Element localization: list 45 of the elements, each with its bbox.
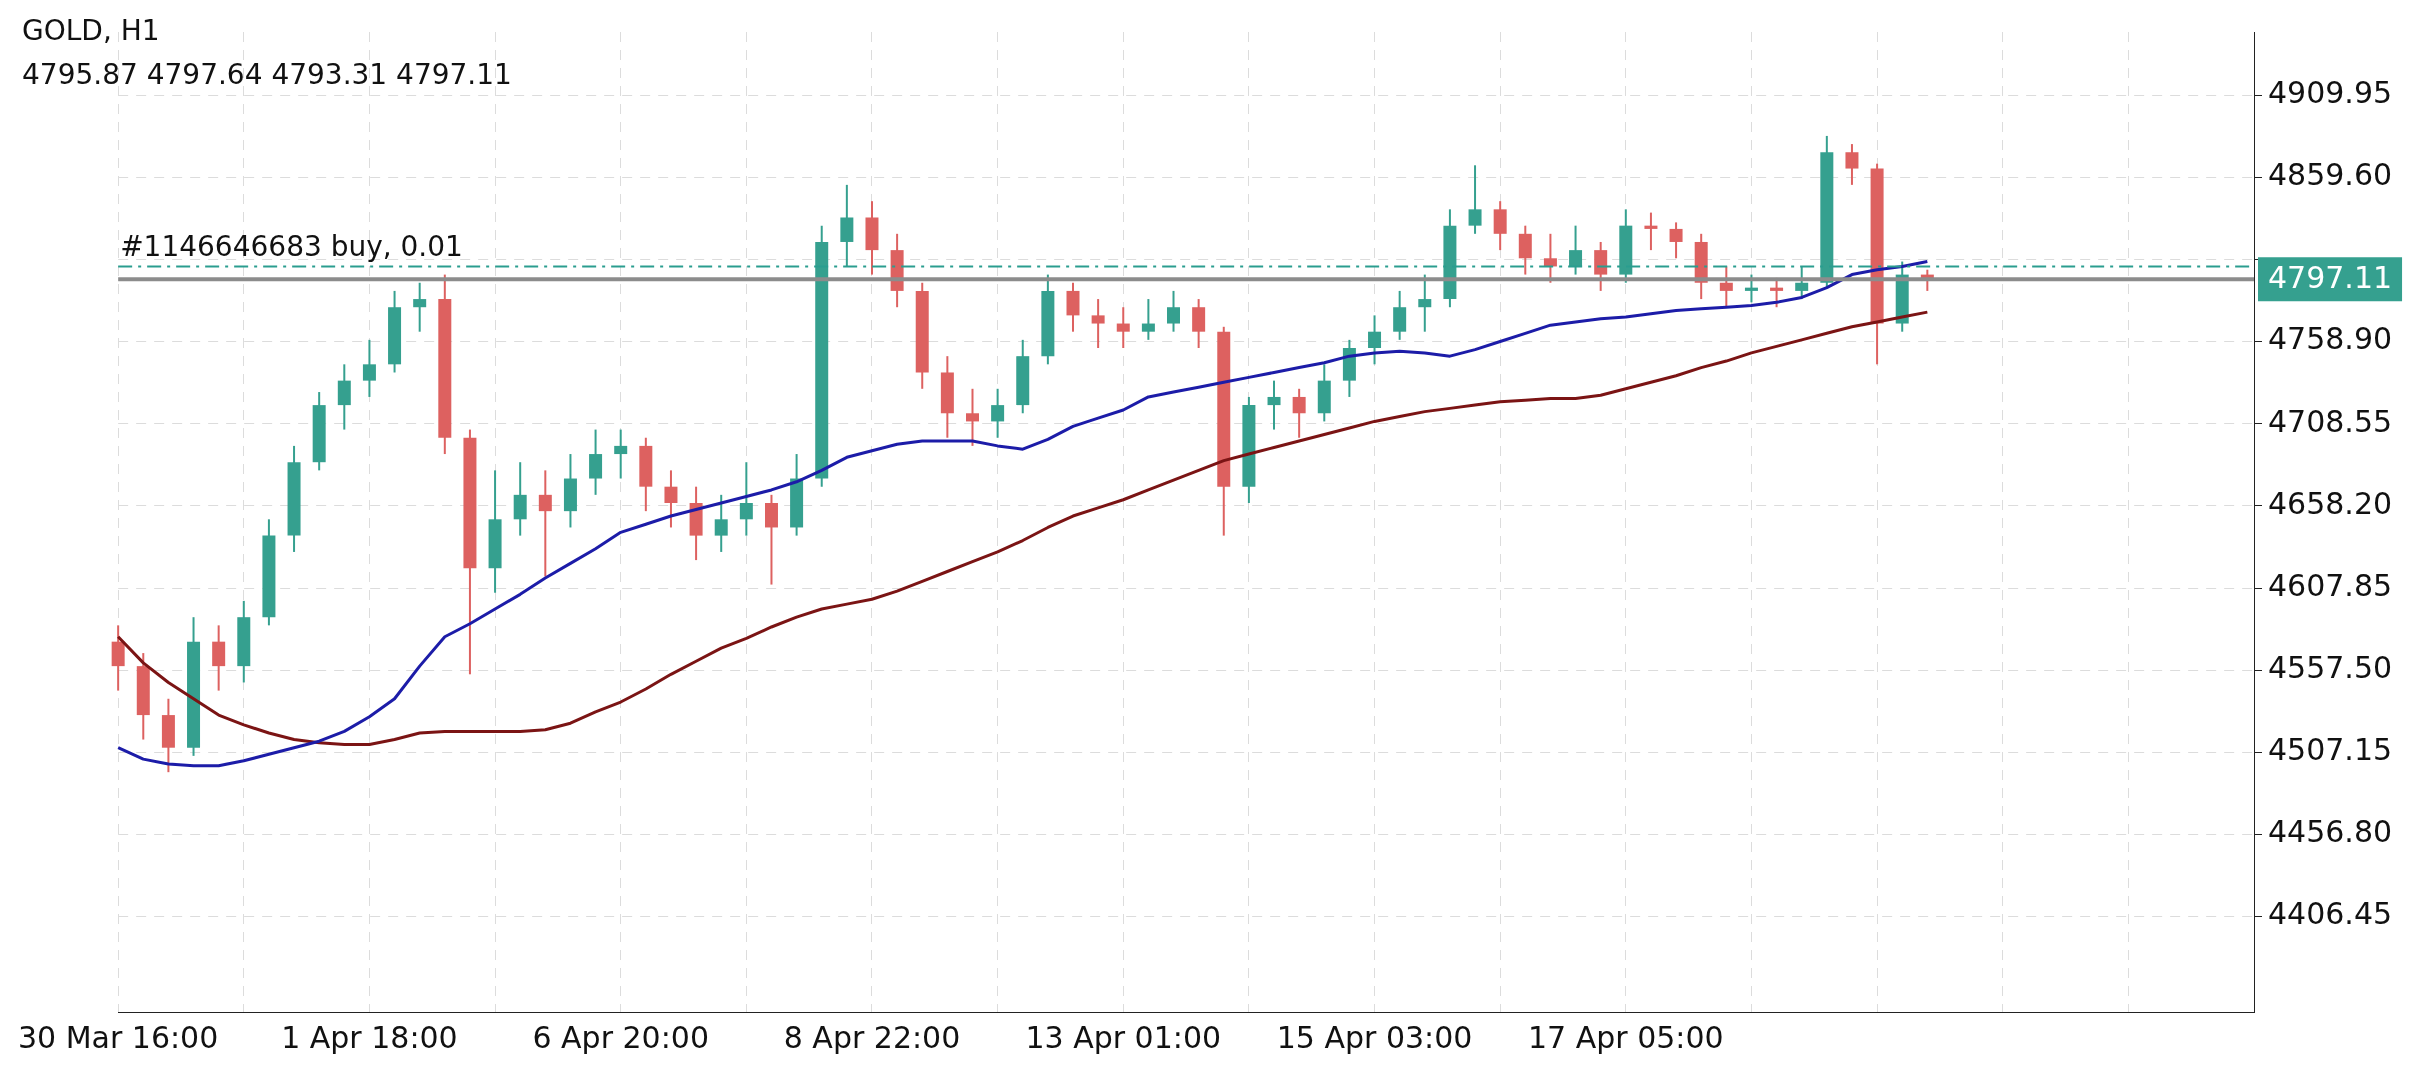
- candlestick: [1543, 232, 1557, 284]
- candlestick: [1141, 298, 1155, 341]
- candlestick: [614, 428, 628, 480]
- candlestick: [664, 469, 678, 529]
- candlestick: [1719, 265, 1733, 309]
- candlestick: [538, 469, 552, 578]
- candlestick: [1167, 289, 1181, 333]
- y-tick-label: 4607.85: [2268, 567, 2393, 603]
- y-tick-label: 4658.20: [2268, 485, 2393, 521]
- x-tick-label: 8 Apr 22:00: [783, 1019, 961, 1055]
- chart-title: GOLD, H1: [22, 14, 160, 47]
- candlestick: [1292, 387, 1306, 439]
- candlestick: [362, 338, 376, 398]
- candlestick: [1669, 221, 1683, 260]
- y-tick-label: 4859.60: [2268, 157, 2393, 193]
- x-tick-label: 30 Mar 16:00: [18, 1019, 219, 1055]
- ref-line-label: 4797.11: [2268, 260, 2393, 296]
- x-tick-label: 13 Apr 01:00: [1025, 1019, 1222, 1055]
- x-tick-label: 1 Apr 18:00: [281, 1019, 458, 1055]
- candlestick: [1267, 379, 1281, 431]
- candlestick: [1368, 314, 1382, 366]
- candlestick: [1744, 273, 1758, 304]
- text: 4795.87 4797.64 4793.31 4797.11: [22, 58, 512, 91]
- y-tick-label: 4909.95: [2268, 75, 2393, 111]
- y-tick-label: 4406.45: [2268, 896, 2393, 932]
- x-tick-label: 15 Apr 03:00: [1276, 1019, 1473, 1055]
- candlestick: [991, 387, 1005, 439]
- candlestick: [1468, 164, 1482, 235]
- y-tick-label: 4758.90: [2268, 321, 2393, 357]
- candlestick: [1644, 211, 1658, 252]
- candlestick: [1845, 143, 1859, 186]
- candlestick: [1116, 306, 1130, 350]
- y-tick-label: 4507.15: [2268, 732, 2393, 768]
- y-tick-label: 4456.80: [2268, 814, 2393, 850]
- candlestick: [739, 461, 753, 537]
- candlestick: [965, 387, 979, 447]
- candlestick: [1418, 273, 1432, 333]
- candlestick: [714, 493, 728, 553]
- x-tick-label: 6 Apr 20:00: [532, 1019, 709, 1055]
- y-tick-label: 4557.50: [2268, 650, 2393, 686]
- x-tick-label: 17 Apr 05:00: [1528, 1019, 1724, 1055]
- candlestick: [1091, 298, 1105, 350]
- ref-line-label: #1146646683 buy, 0.01: [120, 229, 463, 263]
- candlestick: [413, 281, 427, 333]
- y-tick-label: 4708.55: [2268, 403, 2393, 439]
